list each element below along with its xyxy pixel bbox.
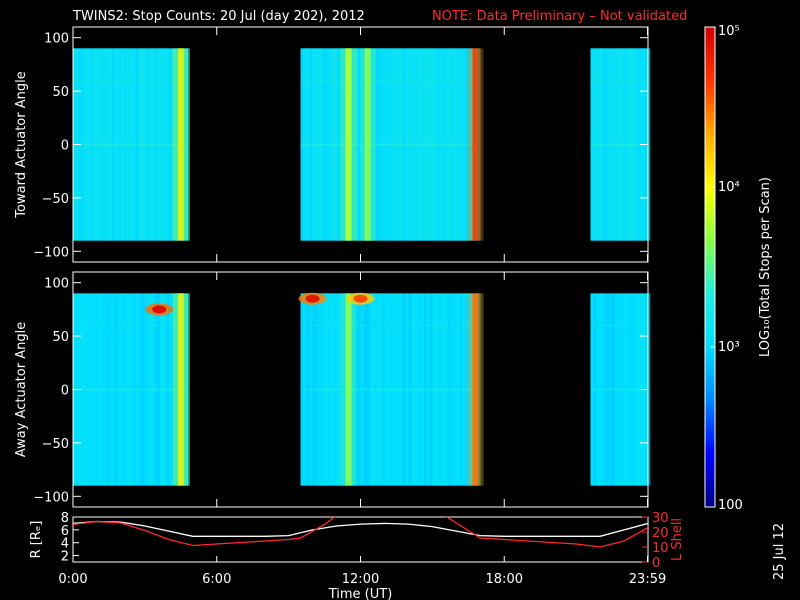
preliminary-note: NOTE: Data Preliminary – Not validated xyxy=(432,9,687,24)
y-tick-label: 50 xyxy=(52,330,69,345)
bright-stripe xyxy=(472,293,479,486)
heatmap-panel-1: 100 50 0 −50 −100 Toward Actuator Angle xyxy=(14,26,651,263)
r-series-line xyxy=(73,520,648,537)
bright-stripe-halo xyxy=(172,293,189,486)
x-axis-label: Time (UT) xyxy=(328,587,393,600)
zero-ridge xyxy=(300,143,478,146)
colorbar-tick-label: 100 xyxy=(718,498,743,513)
data-column xyxy=(187,48,190,241)
hot-spot xyxy=(305,294,320,303)
y-tick-label: −50 xyxy=(42,192,69,207)
y-tick-label: −100 xyxy=(33,490,69,505)
data-column xyxy=(477,293,481,486)
y-tick-label: 50 xyxy=(52,85,69,100)
hot-spot xyxy=(152,305,167,314)
heatmap-panel-2: 100 50 0 −50 −100 Away Actuator Angle xyxy=(14,271,651,508)
bright-stripe-halo xyxy=(359,48,376,241)
bright-stripe-halo xyxy=(467,48,484,241)
data-column xyxy=(647,48,651,241)
colorbar-tick-label: 10⁵ xyxy=(718,24,740,39)
l-shell-series-line xyxy=(73,517,648,548)
r-axis-label: R [Rₑ] xyxy=(29,521,44,559)
sixty-ridge xyxy=(73,79,188,82)
sixty-ridge xyxy=(300,324,478,327)
heatmap-panels: 100 50 0 −50 −100 Toward Actuator Angle 100 50 0… xyxy=(14,26,651,508)
y-tick-label: 6 xyxy=(61,524,69,539)
l-shell-axis-label: L Shell xyxy=(670,518,685,561)
y-tick-label: 4 xyxy=(61,537,69,552)
date-stamp: 25 Jul 12 xyxy=(772,523,787,580)
sixty-ridge xyxy=(590,324,648,327)
bright-stripe xyxy=(345,293,352,486)
colorbar-label: LOG₁₀(Total Stops per Scan) xyxy=(758,177,773,357)
y-axis-label: Away Actuator Angle xyxy=(14,322,29,457)
data-column xyxy=(477,48,481,241)
colorbar-tick-label: 10³ xyxy=(718,340,740,355)
sixty-ridge xyxy=(73,324,188,327)
zero-ridge xyxy=(300,388,478,391)
zero-ridge xyxy=(590,143,648,146)
right-y-tick-label: 30 xyxy=(652,511,669,526)
chart-title: TWINS2: Stop Counts: 20 Jul (day 202), 2… xyxy=(72,9,365,24)
x-tick-label: 0:00 xyxy=(58,572,87,587)
zero-ridge xyxy=(73,143,188,146)
y-tick-label: −50 xyxy=(42,437,69,452)
bright-stripe xyxy=(472,48,479,241)
right-y-tick-label: 10 xyxy=(652,541,669,556)
y-axis-label: Toward Actuator Angle xyxy=(14,71,29,218)
bright-stripe xyxy=(345,48,352,241)
bright-stripe-halo xyxy=(340,293,357,486)
y-tick-label: 100 xyxy=(44,32,69,47)
data-column xyxy=(647,293,651,486)
right-y-tick-label: 20 xyxy=(652,526,669,541)
x-tick-label: 23:59 xyxy=(629,572,666,587)
x-tick-label: 6:00 xyxy=(202,572,231,587)
hot-spot xyxy=(353,294,368,303)
bright-stripe xyxy=(177,293,184,486)
x-tick-label: 12:00 xyxy=(342,572,379,587)
bright-stripe xyxy=(177,48,184,241)
y-tick-label: 0 xyxy=(61,139,69,154)
y-tick-label: −100 xyxy=(33,245,69,260)
colorbar: 10⁵ 10⁴ 10³ 100 LOG₁₀(Total Stops per Scan) xyxy=(704,24,773,513)
zero-ridge xyxy=(73,388,188,391)
bright-stripe-halo xyxy=(467,293,484,486)
zero-ridge xyxy=(590,388,648,391)
sixty-ridge xyxy=(590,79,648,82)
sixty-ridge xyxy=(300,79,478,82)
colorbar-tick-label: 10⁴ xyxy=(718,180,740,195)
y-tick-label: 100 xyxy=(44,277,69,292)
y-tick-label: 2 xyxy=(61,550,69,565)
y-tick-label: 0 xyxy=(61,384,69,399)
colorbar-scale xyxy=(704,26,716,508)
bright-stripe xyxy=(364,48,371,241)
bright-stripe-halo xyxy=(172,48,189,241)
y-tick-label: 8 xyxy=(61,511,69,526)
bright-stripe-halo xyxy=(340,48,357,241)
x-tick-label: 18:00 xyxy=(486,572,523,587)
data-column xyxy=(187,293,190,486)
right-y-tick-label: 0 xyxy=(652,556,660,571)
